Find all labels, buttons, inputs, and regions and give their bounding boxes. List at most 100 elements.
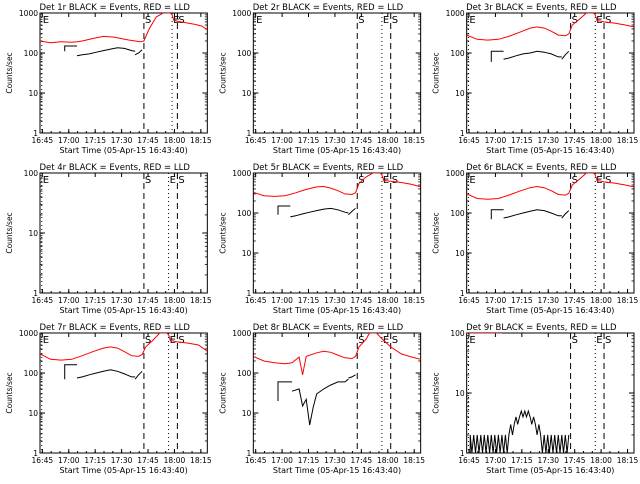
series-line-events [64, 45, 77, 52]
marker-label: E [43, 175, 49, 186]
marker-label: E [596, 335, 602, 346]
series-line-lld [466, 173, 634, 200]
y-tick-label: 10 [455, 249, 465, 258]
plot-frame [466, 12, 635, 134]
x-tick-label: 17:45 [137, 296, 159, 305]
marker-label: S [178, 15, 184, 26]
plot-frame [252, 332, 422, 454]
chart-title: Det 9r BLACK = Events, RED = LLD [466, 323, 617, 333]
plot-frame [466, 172, 635, 294]
y-tick-label: 10 [28, 409, 38, 418]
chart-title: Det 2r BLACK = Events, RED = LLD [253, 3, 404, 13]
marker-label: S [178, 175, 184, 186]
marker-label: S [392, 335, 398, 346]
x-axis-label: Start Time (05-Apr-15 16:43:40) [60, 466, 188, 475]
marker-label: S [145, 335, 151, 346]
x-tick-label: 18:00 [377, 296, 399, 305]
x-tick-label: 18:00 [590, 296, 612, 305]
marker-label: E [256, 15, 262, 26]
x-axis-label: Start Time (05-Apr-15 16:43:40) [60, 306, 188, 315]
y-tick-label: 100 [24, 369, 39, 378]
x-axis-label: Start Time (05-Apr-15 16:43:40) [273, 146, 401, 155]
chart-panel-7: Det 7r BLACK = Events, RED = LLD 16:45 17:… [5, 323, 212, 475]
series-line-lld [466, 13, 634, 41]
x-tick-label: 17:15 [511, 456, 533, 465]
series-line-events [469, 409, 570, 453]
x-tick-label: 17:45 [564, 456, 586, 465]
x-tick-label: 17:45 [137, 136, 159, 145]
y-axis-label: Counts/sec [5, 52, 14, 93]
series-line-events [64, 364, 77, 380]
marker-label: S [605, 335, 611, 346]
x-tick-label: 17:45 [564, 296, 586, 305]
marker-label: S [605, 15, 611, 26]
y-tick-label: 1000 [446, 169, 465, 178]
x-tick-label: 16:45 [32, 136, 54, 145]
series-line-events [290, 207, 349, 218]
y-tick-label: 100 [237, 369, 252, 378]
y-tick-label: 1000 [232, 329, 251, 338]
series-line-lld [40, 13, 208, 44]
x-tick-label: 17:30 [324, 136, 346, 145]
plot-frame [39, 12, 208, 134]
x-tick-label: 17:30 [324, 456, 346, 465]
y-axis-label: Counts/sec [218, 372, 227, 413]
y-tick-label: 1000 [19, 9, 38, 18]
y-tick-label: 1 [460, 129, 465, 138]
chart-title: Det 3r BLACK = Events, RED = LLD [466, 3, 617, 13]
x-tick-label: 17:45 [137, 456, 159, 465]
y-axis-label: Counts/sec [218, 212, 227, 253]
series-line-lld [253, 173, 421, 197]
x-tick-label: 17:30 [111, 296, 133, 305]
marker-label: S [358, 15, 364, 26]
y-tick-label: 100 [237, 209, 252, 218]
x-tick-label: 17:00 [58, 456, 80, 465]
x-tick-label: 18:00 [590, 136, 612, 145]
series-line-events [277, 381, 293, 401]
y-tick-label: 100 [237, 49, 252, 58]
chart-title: Det 6r BLACK = Events, RED = LLD [466, 163, 617, 173]
y-axis-label: Counts/sec [432, 212, 441, 253]
x-axis-label: Start Time (05-Apr-15 16:43:40) [60, 146, 188, 155]
x-axis-label: Start Time (05-Apr-15 16:43:40) [486, 306, 614, 315]
chart-panel-3: Det 3r BLACK = Events, RED = LLD 16:45 17:… [432, 3, 639, 155]
series-line-events [561, 210, 570, 219]
y-tick-label: 100 [24, 49, 39, 58]
x-tick-label: 17:30 [537, 136, 559, 145]
series-line-lld [253, 333, 421, 375]
y-tick-label: 10 [28, 89, 38, 98]
marker-label: E [383, 15, 389, 26]
y-tick-label: 10 [28, 229, 38, 238]
marker-label: E [170, 175, 176, 186]
y-axis-label: Counts/sec [432, 372, 441, 413]
x-axis-label: Start Time (05-Apr-15 16:43:40) [486, 466, 614, 475]
chart-panel-9: Det 9r BLACK = Events, RED = LLD 16:45 17:… [432, 323, 639, 475]
y-tick-label: 10 [242, 249, 252, 258]
marker-label: E [43, 335, 49, 346]
marker-label: E [43, 15, 49, 26]
x-axis-label: Start Time (05-Apr-15 16:43:40) [486, 146, 614, 155]
series-line-events [503, 50, 562, 60]
x-tick-label: 18:15 [190, 296, 212, 305]
x-tick-label: 17:45 [564, 136, 586, 145]
series-line-events [76, 47, 136, 57]
x-tick-label: 17:45 [351, 136, 373, 145]
x-tick-label: 17:15 [511, 136, 533, 145]
series-line-events [348, 208, 356, 216]
x-tick-label: 18:00 [377, 136, 399, 145]
x-tick-label: 18:00 [590, 456, 612, 465]
series-line-events [76, 369, 136, 379]
x-tick-label: 17:45 [351, 456, 373, 465]
y-tick-label: 1 [247, 449, 252, 458]
x-tick-label: 18:15 [403, 296, 425, 305]
y-axis-label: Counts/sec [432, 52, 441, 93]
x-tick-label: 17:15 [84, 456, 106, 465]
y-tick-label: 1 [33, 289, 38, 298]
x-tick-label: 18:15 [617, 456, 639, 465]
marker-label: S [145, 15, 151, 26]
marker-label: S [572, 175, 578, 186]
y-tick-label: 1000 [232, 169, 251, 178]
series-line-events [134, 49, 143, 56]
